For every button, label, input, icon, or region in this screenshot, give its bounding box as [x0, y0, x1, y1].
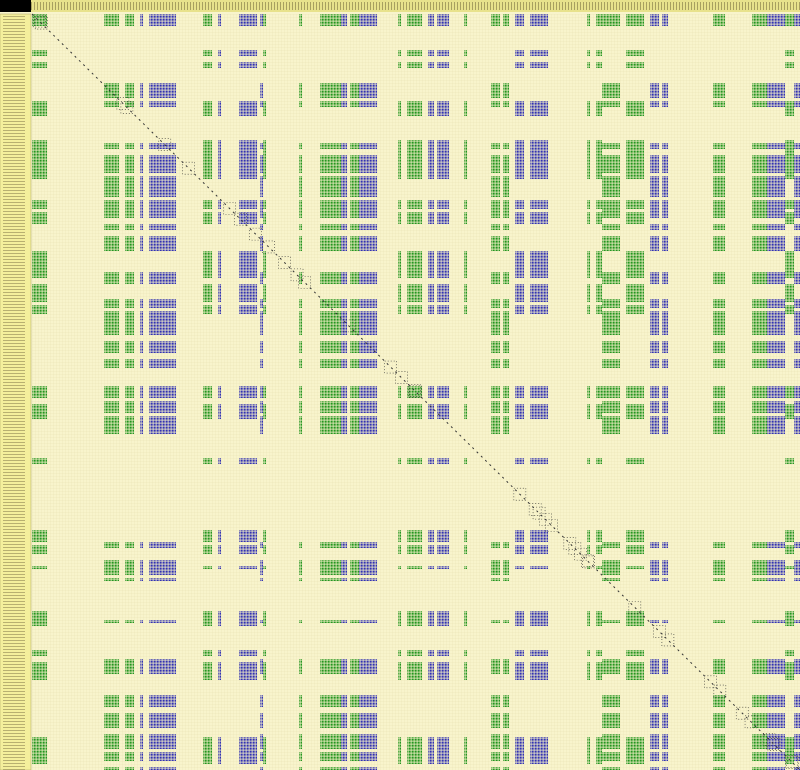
diagonal-block [661, 633, 675, 647]
dependency-column [515, 14, 524, 764]
dependency-column [752, 14, 767, 770]
diagonal-block [298, 276, 311, 289]
diagonal-block [158, 138, 172, 152]
dependency-column [320, 14, 326, 770]
dependency-column [602, 14, 620, 770]
dependency-column [794, 14, 800, 770]
diagonal-block [409, 385, 423, 399]
diagonal-block [539, 513, 552, 526]
diagonal-block [735, 706, 749, 720]
diagonal-block [249, 227, 262, 241]
dependency-column [203, 14, 212, 764]
diagonal-block [342, 319, 356, 333]
diagonal-block [395, 371, 408, 384]
diagonal-block [762, 733, 776, 746]
dependency-column [149, 14, 158, 770]
diagonal-block [767, 738, 781, 751]
diagonal-block [581, 554, 594, 568]
diagonal-block [713, 684, 727, 698]
dependency-column [662, 14, 668, 770]
diagonal-block [223, 202, 236, 215]
diagonal-block [766, 737, 780, 750]
dependency-column [491, 14, 500, 770]
dependency-column [785, 14, 794, 764]
diagonal-block [568, 542, 582, 555]
dependency-column [299, 14, 302, 770]
dependency-column [713, 14, 725, 770]
dependency-column [263, 14, 266, 764]
dependency-column [503, 14, 509, 770]
dependency-column [428, 14, 434, 764]
diagonal-block [182, 161, 195, 175]
diagonal-block [652, 625, 666, 638]
dependency-column [587, 14, 590, 764]
diagonal-block [116, 97, 130, 110]
dependency-column [596, 14, 602, 764]
dependency-column [359, 14, 377, 770]
dependency-column [650, 14, 659, 770]
diagonal-block [532, 506, 546, 520]
diagonal-block [545, 519, 558, 532]
diagonal-block [582, 555, 595, 569]
diagonal-block [744, 715, 758, 729]
diagonal-block [786, 756, 799, 770]
row-label-strip [0, 13, 32, 770]
diagonal-block [120, 101, 134, 114]
diagonal-block [290, 268, 304, 282]
matrix-cells [32, 14, 800, 770]
diagonal-block [278, 256, 291, 270]
corner-box [0, 0, 31, 12]
dependency-column [104, 14, 119, 770]
dependency-column [767, 14, 785, 770]
diagonal-block [34, 16, 48, 30]
diagonal-block [704, 675, 717, 689]
dependency-column [218, 14, 221, 764]
diagonal-block [32, 14, 46, 28]
diagonal-block [384, 360, 398, 374]
dependency-column [326, 14, 341, 770]
diagonal-block [234, 212, 247, 226]
diagonal-block [262, 240, 275, 254]
diagonal-block [407, 383, 421, 397]
diagonal-block [563, 537, 577, 550]
dependency-column [350, 14, 359, 770]
dependency-column [341, 14, 347, 770]
dependency-column [140, 14, 143, 770]
diagonal-block [628, 601, 642, 614]
diagonal-block [513, 487, 527, 501]
diagonal-block [528, 503, 542, 516]
dependency-column [260, 14, 263, 770]
dependency-column [158, 14, 176, 770]
dependency-column [125, 14, 134, 770]
blue-columns [104, 14, 800, 770]
dependency-column [239, 14, 245, 764]
diagonal-block [785, 755, 798, 768]
column-header-strip [0, 0, 800, 12]
dependency-column [464, 14, 467, 764]
dependency-column [398, 14, 401, 764]
